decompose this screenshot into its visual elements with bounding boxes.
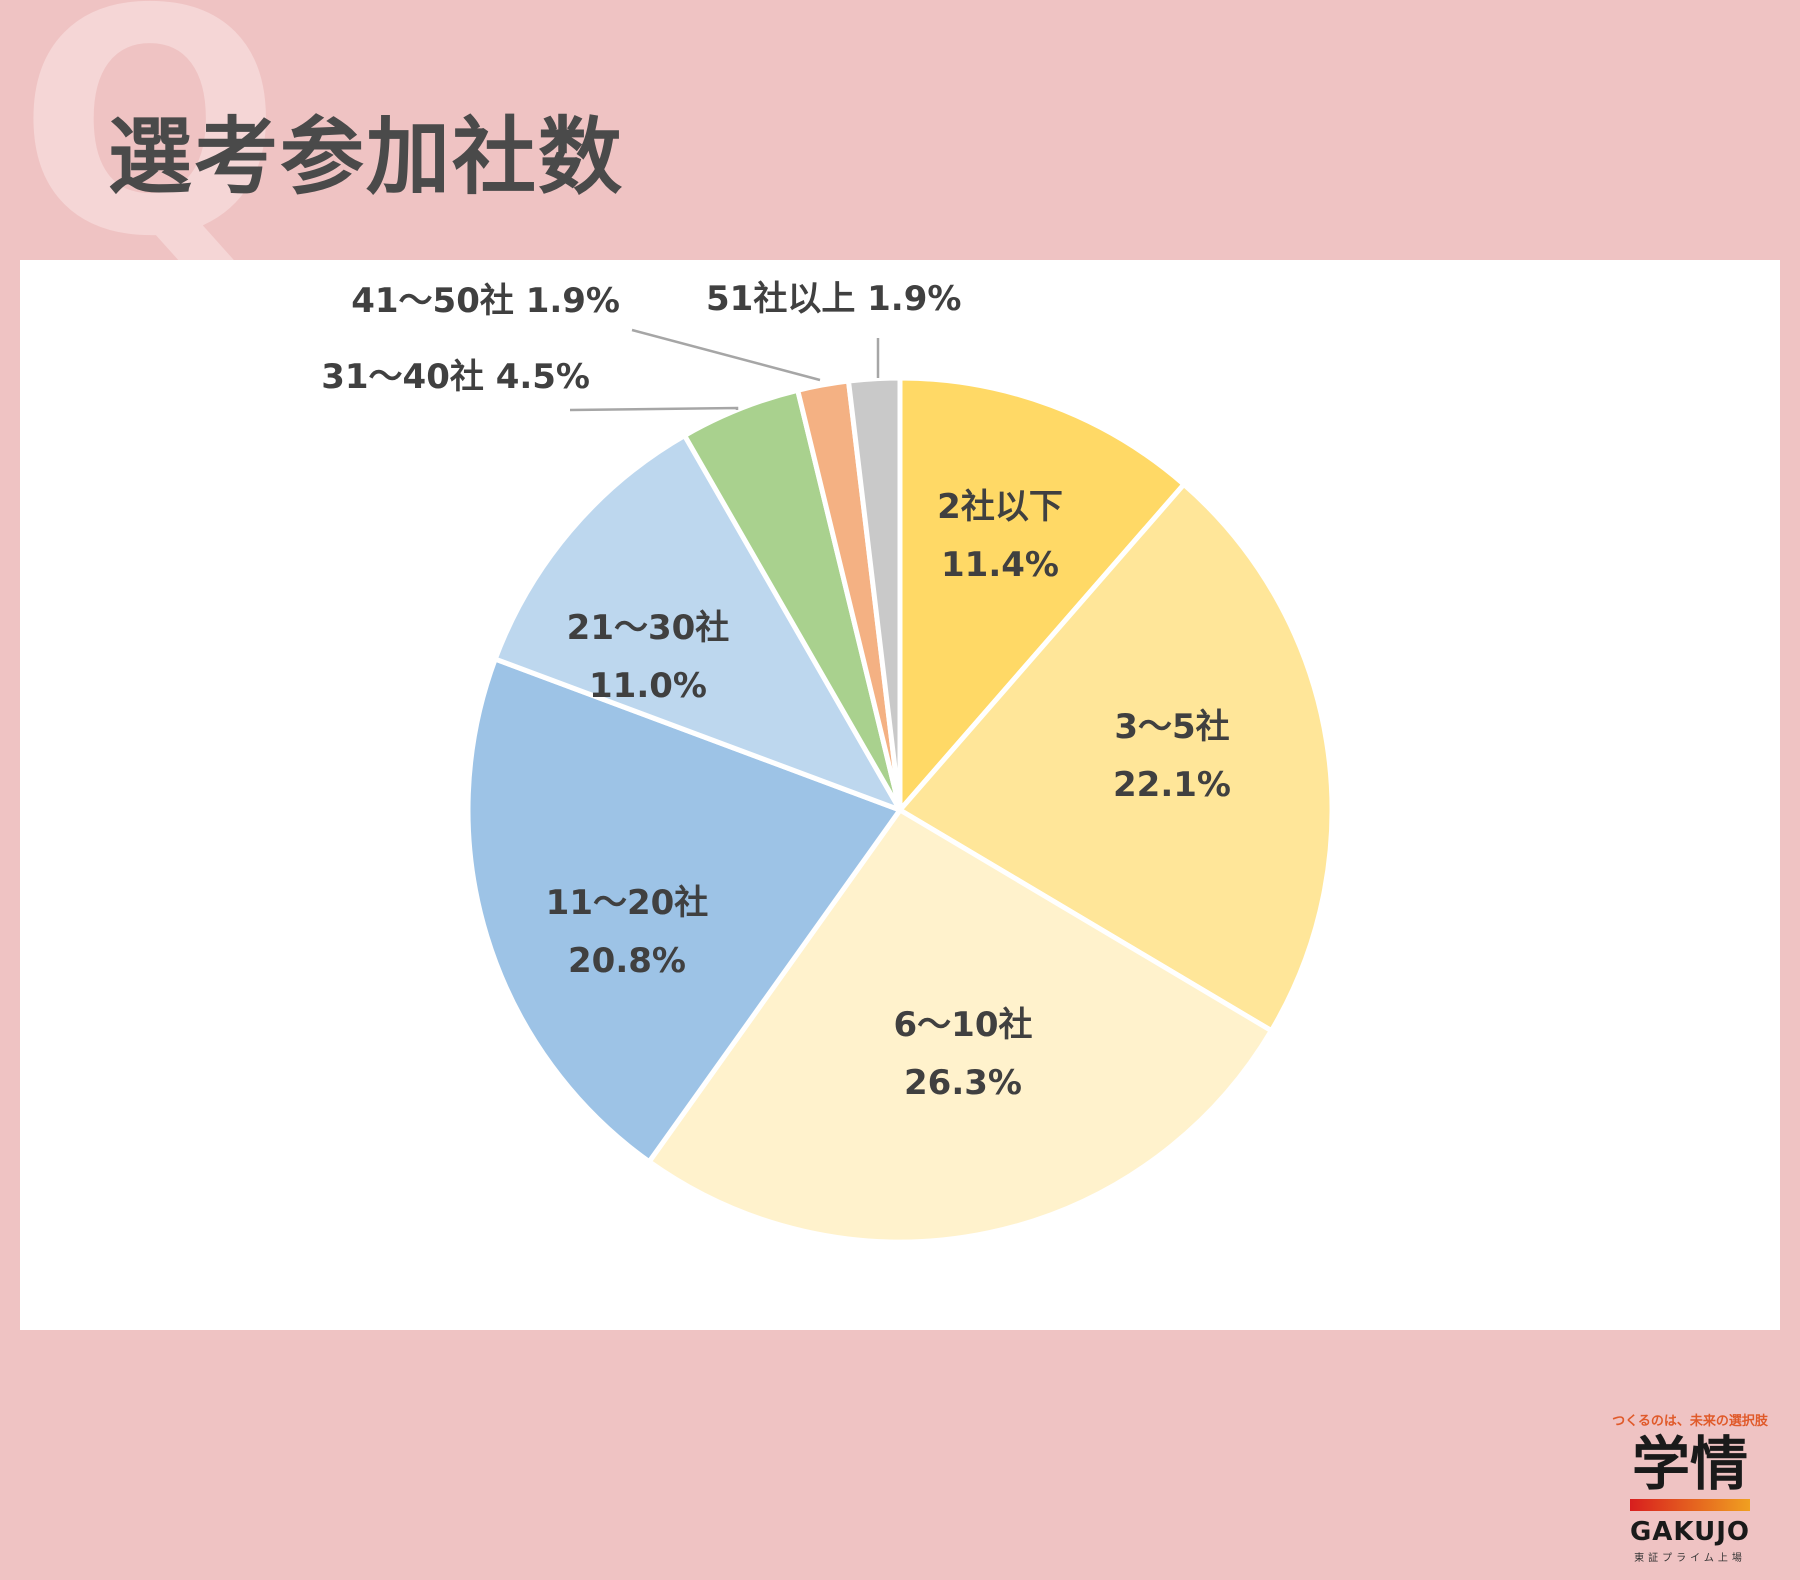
slice-value-label: 26.3%: [904, 1063, 1022, 1103]
page-title: 選考参加社数: [108, 108, 625, 206]
slice-value-label: 20.8%: [568, 941, 686, 981]
leader-line: [631, 328, 821, 382]
slice-outside-label: 31～40社 4.5%: [321, 357, 590, 397]
logo-sub: 東証プライム上場: [1634, 1552, 1746, 1564]
slice-category-label: 11～20社: [546, 883, 709, 923]
slice-outside-label: 51社以上 1.9%: [706, 279, 961, 319]
logo-mark: 学情: [1631, 1430, 1748, 1498]
pie-slice: [492, 433, 903, 813]
logo-name: GAKUJO: [1629, 1516, 1751, 1547]
pie-slice: [897, 375, 1187, 813]
pie-chart: 2社以下 11.4% 3～5社 22.1% 6～10社 26.3% 11～20社 20.8% 2…: [321, 279, 1335, 1245]
pie-slice: [646, 807, 1274, 1245]
q-watermark: Q: [18, 0, 282, 305]
logo-tagline: つくるのは、未来の選択肢: [1612, 1414, 1768, 1429]
pie-slice: [465, 656, 903, 1165]
slice-category-label: 3～5社: [1114, 707, 1229, 747]
chart-card: 2社以下 11.4% 3～5社 22.1% 6～10社 26.3% 11～20社 20.8% 2…: [20, 260, 1780, 1564]
leader-line: [569, 406, 739, 412]
slice-value-label: 11.4%: [941, 545, 1059, 585]
pie-slice: [897, 481, 1335, 1034]
slice-outside-label: 41～50社 1.9%: [351, 281, 620, 321]
slice-category-label: 21～30社: [567, 608, 730, 648]
pie-slice: [846, 375, 903, 813]
gakujo-logo: つくるのは、未来の選択肢 学情 GAKUJO 東証プライム上場: [1590, 1410, 1790, 1580]
slice-value-label: 11.0%: [589, 666, 707, 706]
slice-value-label: 22.1%: [1113, 765, 1231, 805]
slice-category-label: 2社以下: [937, 487, 1063, 527]
slice-category-label: 6～10社: [894, 1005, 1033, 1045]
logo-color-bar: [1630, 1498, 1750, 1511]
